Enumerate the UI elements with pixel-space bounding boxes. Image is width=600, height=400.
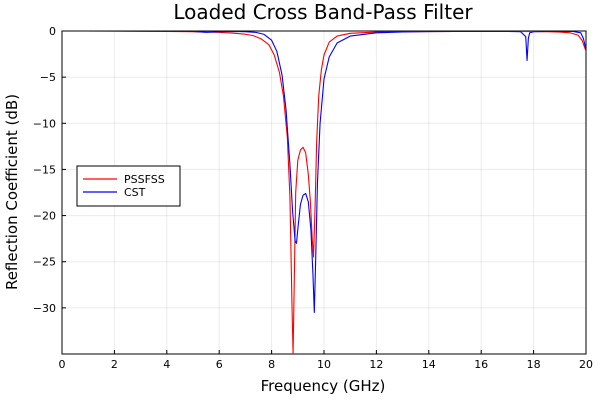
legend-label: PSSFSS	[124, 173, 165, 186]
x-tick-label: 20	[579, 358, 593, 371]
x-tick-label: 10	[317, 358, 331, 371]
x-tick-label: 12	[369, 358, 383, 371]
x-tick-label: 8	[268, 358, 275, 371]
y-tick-label: 0	[49, 25, 56, 38]
y-tick-label: −10	[33, 117, 56, 130]
x-axis-ticks: 0 2 4 6 8 10 12 14 16 18 20	[59, 350, 593, 371]
chart-title: Loaded Cross Band-Pass Filter	[173, 0, 473, 24]
x-tick-label: 4	[163, 358, 170, 371]
x-tick-label: 6	[216, 358, 223, 371]
y-tick-label: −15	[33, 163, 56, 176]
legend-box	[76, 165, 181, 207]
y-tick-label: −5	[40, 71, 56, 84]
y-axis-label: Reflection Coefficient (dB)	[3, 94, 21, 290]
y-tick-label: −25	[33, 256, 56, 269]
series-line-cst	[88, 31, 586, 314]
y-tick-label: −20	[33, 210, 56, 223]
x-tick-label: 18	[527, 358, 541, 371]
x-tick-label: 0	[59, 358, 66, 371]
y-axis-ticks: 0 −5 −10 −15 −20 −25 −30	[33, 25, 66, 315]
x-axis-label: Frequency (GHz)	[261, 377, 386, 395]
legend-label: CST	[124, 186, 146, 199]
y-tick-label: −30	[33, 302, 56, 315]
x-tick-label: 14	[422, 358, 436, 371]
x-tick-label: 2	[111, 358, 118, 371]
series-group	[88, 31, 586, 354]
x-tick-label: 16	[474, 358, 488, 371]
